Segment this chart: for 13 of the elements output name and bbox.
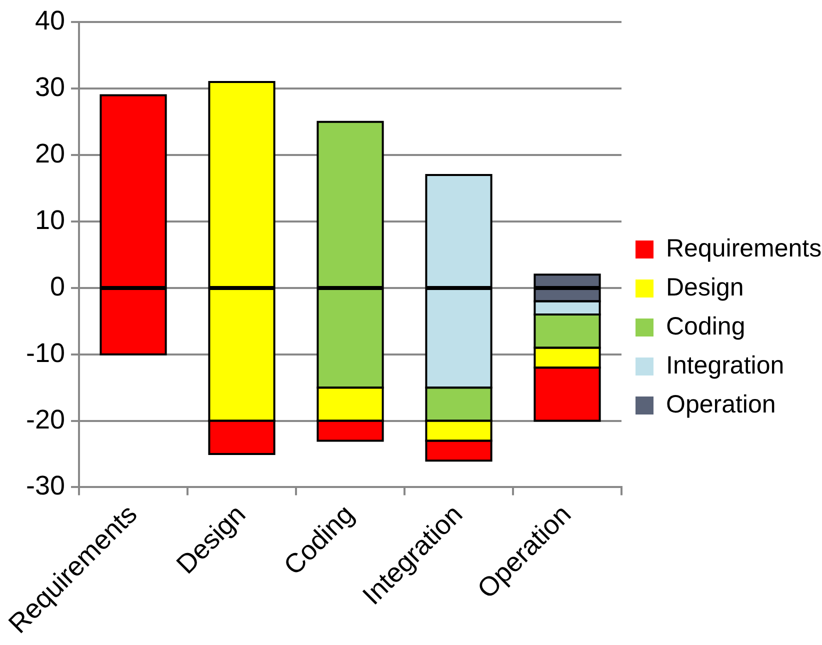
y-tick-label: 30: [34, 72, 66, 102]
legend-label: Design: [666, 273, 744, 302]
y-tick-label: 20: [34, 138, 66, 169]
legend-label: Operation: [666, 390, 776, 418]
y-tick-label: 10: [34, 204, 66, 235]
y-tick-label: -30: [26, 470, 66, 501]
legend-label: Coding: [666, 312, 746, 340]
y-tick-label: 40: [34, 6, 66, 36]
y-tick-label: -20: [26, 404, 66, 434]
legend-label: Integration: [666, 351, 784, 380]
y-tick-label: 0: [50, 271, 66, 302]
legend-label: Requirements: [666, 234, 822, 262]
y-tick-label: -10: [26, 338, 66, 368]
